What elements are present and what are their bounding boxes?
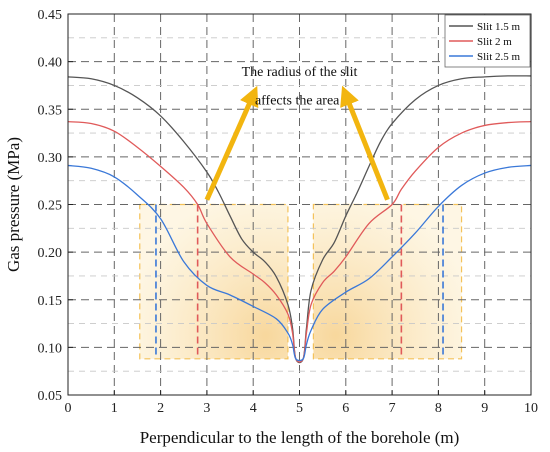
vertical-markers	[155, 204, 444, 357]
y-tick-label: 0.20	[38, 246, 63, 261]
y-tick-label: 0.45	[38, 8, 63, 23]
y-tick-label: 0.30	[38, 151, 63, 166]
grid-lines	[68, 14, 531, 395]
series-line	[67, 120, 532, 363]
legend-label: Slit 2.5 m	[477, 51, 521, 63]
x-tick-label: 0	[65, 401, 72, 416]
legend-label: Slit 2 m	[477, 36, 512, 48]
y-tick-label: 0.05	[38, 389, 63, 404]
annotation-text-line2: affects the area	[255, 93, 340, 108]
x-tick-label: 2	[157, 401, 164, 416]
highlight-region	[312, 203, 463, 360]
x-axis-title: Perpendicular to the length of the boreh…	[140, 428, 460, 447]
x-tick-label: 5	[296, 401, 303, 416]
annotation-arrow	[204, 85, 259, 201]
y-tick-label: 0.10	[38, 341, 63, 356]
x-tick-label: 8	[435, 401, 442, 416]
x-tick-label: 7	[389, 401, 396, 416]
x-tick-label: 1	[111, 401, 118, 416]
x-tick-label: 10	[524, 401, 538, 416]
x-tick-label: 3	[203, 401, 210, 416]
legend-label: Slit 1.5 m	[477, 21, 521, 33]
x-tick-label: 6	[342, 401, 349, 416]
legend: Slit 1.5 m Slit 2 m Slit 2.5 m	[444, 14, 531, 68]
y-tick-label: 0.40	[38, 56, 63, 71]
highlight-region	[139, 203, 289, 360]
annotation-text-line1: The radius of the slit	[242, 65, 358, 80]
y-tick-label: 0.15	[38, 294, 63, 309]
annotation-arrow	[340, 85, 390, 201]
axis-ticks: 0 1 2 3 4 5 6 7 8 9 10 0.05 0.10 0.15 0.20 0.25 0.30 0.35…	[38, 8, 539, 416]
series-line	[67, 164, 532, 362]
y-tick-label: 0.25	[38, 199, 63, 214]
annotation-arrows	[204, 85, 390, 201]
y-tick-label: 0.35	[38, 103, 63, 118]
y-axis-title: Gas pressure (MPa)	[4, 137, 23, 272]
x-tick-label: 4	[250, 401, 257, 416]
series-lines	[67, 75, 532, 364]
x-tick-label: 9	[481, 401, 488, 416]
highlight-regions	[139, 203, 463, 360]
